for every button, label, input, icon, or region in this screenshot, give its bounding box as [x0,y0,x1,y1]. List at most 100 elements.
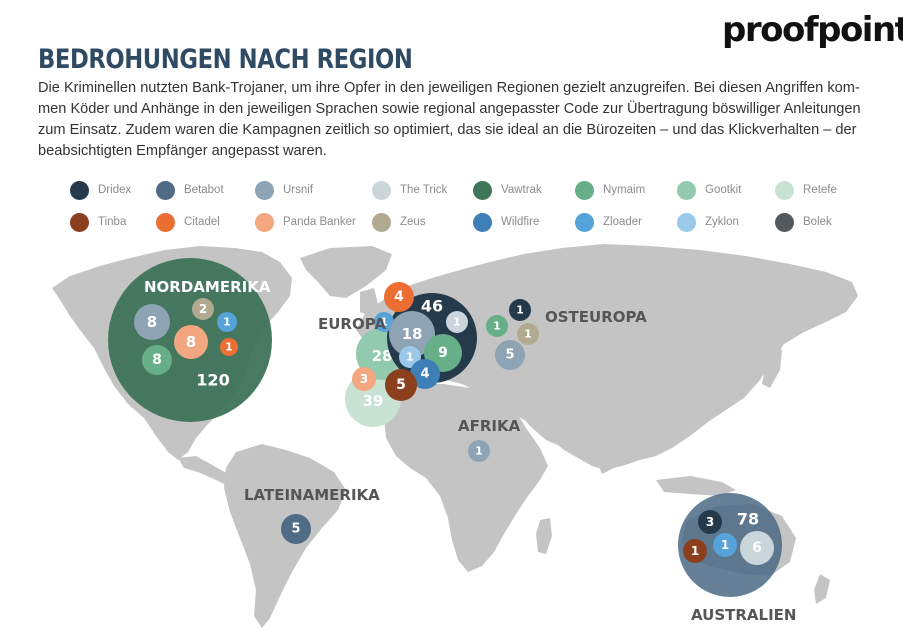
legend-label: Dridex [98,184,132,196]
bubble-tinba [683,539,707,563]
land-indonesia [656,476,736,496]
legend-swatch [775,180,794,200]
region-lateinamerika: LATEINAMERIKA 5 [244,486,380,544]
legend-item-tinba: Tinba [70,212,126,232]
bubble-value: 1 [524,328,532,341]
region-label-osteuropa: OSTEUROPA [545,308,647,326]
bubble-dridex [509,299,531,321]
region-label-lateinamerika: LATEINAMERIKA [244,486,380,504]
bubble-value: 1 [380,316,388,329]
bubble-the-trick [740,531,774,565]
legend-label: Bolek [803,216,832,228]
bubble-wildfire [410,359,440,389]
bubble-dridex [698,510,722,534]
legend-item-nymaim: Nymaim [575,180,645,200]
legend-item-dridex: Dridex [70,180,131,200]
bubble-zloader [217,312,237,332]
land-india [588,412,636,474]
bubble-value: 39 [363,392,384,410]
bubble-ursnif [468,440,490,462]
bubble-value: 5 [396,377,406,393]
bubble-value: 3 [360,372,368,386]
bubble-betabot [281,514,311,544]
legend-label: Zeus [400,216,426,228]
bubble-ursnif [389,311,435,357]
region-afrika: AFRIKA 1 [458,417,521,462]
legend-swatch [255,212,274,232]
bubble-value: 1 [475,445,483,458]
bubble-value-vawtrak: 120 [196,371,229,390]
legend-label: Vawtrak [501,184,542,196]
bubble-zeus [517,323,539,345]
legend-item-panda-banker: Panda Banker [255,212,356,232]
bubble-nymaim [486,315,508,337]
bubble-citadel [220,338,238,356]
legend-swatch [372,180,391,200]
bubble-value: 1 [721,538,729,552]
legend-item-zloader: Zloader [575,212,642,232]
bubble-panda-banker [352,367,376,391]
bubble-panda-banker [174,325,208,359]
legend-swatch [372,212,391,232]
land-greenland [300,246,392,298]
bubble-value: 1 [223,316,231,329]
bubble-value: 1 [516,304,524,317]
land-uk [360,288,378,316]
legend-swatch [156,180,175,200]
legend-swatch [156,212,175,232]
land-south-asia [510,392,580,446]
proofpoint-logo: proofpoint. [722,10,903,50]
bubble-zeus [192,298,214,320]
intro-line: Die Kriminellen nutzten Bank-Trojaner, u… [38,80,860,96]
bubble-value: 2 [199,302,207,316]
legend-item-zyklon: Zyklon [677,212,739,232]
bubble-value: 1 [691,544,699,558]
legend-item-wildfire: Wildfire [473,212,539,232]
region-label-nordamerika: NORDAMERIKA [144,278,271,296]
bubble-value: 1 [493,320,501,333]
legend-label: Ursnif [283,184,314,196]
intro-line: men Köder und Anhänge in den jeweiligen … [38,101,861,117]
bubble-value: 1 [406,351,414,364]
bubble-nymaim [142,345,172,375]
legend-item-ursnif: Ursnif [255,180,313,200]
legend-label: Retefe [803,184,837,196]
bubble-zloader [374,312,394,332]
land-new-zealand [814,574,830,604]
legend-label: Panda Banker [283,216,356,228]
bubble-citadel [384,282,414,312]
legend-item-retefe: Retefe [775,180,837,200]
bubble-the-trick [446,311,468,333]
legend-label: Nymaim [603,184,646,196]
bubble-zloader [713,533,737,557]
bubble-ursnif [134,304,170,340]
legend-label: Wildfire [501,216,540,228]
legend-swatch [70,212,89,232]
region-nordamerika: 8 2 1 8 1 8 120 NORDAMERIKA [134,278,271,390]
bubble-ursnif [495,340,525,370]
bubble-value-betabot: 78 [737,510,759,529]
bubble-value: 8 [147,313,157,331]
intro-line: zum Einsatz. Zudem waren die Kampagnen z… [38,122,857,138]
legend-item-vawtrak: Vawtrak [473,180,542,200]
legend-swatch [575,212,594,232]
bubble-value: 6 [752,540,762,556]
legend-label: Tinba [98,216,127,228]
bubble-value: 9 [438,345,448,361]
region-label-australien: AUSTRALIEN [691,606,796,624]
legend-swatch [775,212,794,232]
legend-item-gootkit: Gootkit [677,180,741,200]
bubble-value: 8 [186,333,196,351]
intro-text: Die Kriminellen nutzten Bank-Trojaner, u… [38,78,868,162]
bubble-value: 3 [706,515,714,529]
legend-item-citadel: Citadel [156,212,220,232]
legend-item-betabot: Betabot [156,180,224,200]
land-eurasia [356,244,858,470]
legend-item-zeus: Zeus [372,212,426,232]
legend-label: Zyklon [705,216,739,228]
land-japan [762,344,782,388]
land-madagascar [536,518,552,554]
legend-swatch [677,212,696,232]
legend-item-the-trick: The Trick [372,180,447,200]
bubble-value: 46 [421,297,443,316]
